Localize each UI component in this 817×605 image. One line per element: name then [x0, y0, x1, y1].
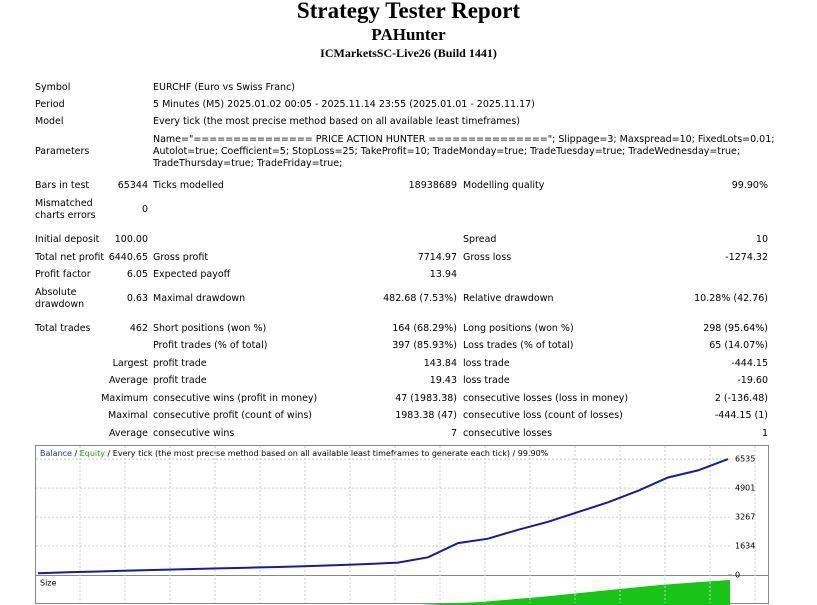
- y-tick-label: 4901: [735, 484, 755, 493]
- field-value: EURCHF (Euro vs Swiss Franc): [153, 82, 296, 93]
- stat-label: Expected payoff: [153, 269, 231, 280]
- stat-label: profit trade: [153, 358, 207, 369]
- stat-value: 298 (95.64%): [703, 323, 768, 334]
- field-label: Model: [35, 116, 64, 127]
- stat-label: Modelling quality: [463, 180, 545, 191]
- size-label: Size: [40, 579, 57, 588]
- stat-value: 1983.38 (47): [395, 410, 457, 421]
- stat-value: Average: [108, 375, 148, 386]
- stat-label: loss trade: [463, 358, 510, 369]
- y-tick-label: 3267: [735, 513, 755, 522]
- stat-value: 2 (-136.48): [714, 393, 768, 404]
- stat-label: consecutive wins: [153, 428, 235, 439]
- legend-balance: Balance: [40, 449, 72, 458]
- stat-value: -444.15: [731, 358, 768, 369]
- stat-value: 18938689: [408, 180, 457, 191]
- legend-separator: /: [74, 449, 77, 458]
- field-value: 5 Minutes (M5) 2025.01.02 00:05 - 2025.1…: [153, 99, 535, 110]
- stat-label: Ticks modelled: [153, 180, 224, 191]
- y-tick-label: 0: [735, 571, 740, 580]
- stat-label: Short positions (won %): [153, 323, 267, 334]
- y-tick-label: 6535: [735, 455, 755, 464]
- balance-line: [37, 458, 729, 575]
- balance-chart: Size Balance / Equity / Every tick (the …: [35, 445, 769, 605]
- stat-label: Profit trades (% of total): [153, 340, 268, 351]
- stat-label: consecutive loss (count of losses): [463, 410, 623, 421]
- stat-value: 99.90%: [731, 180, 768, 191]
- size-bars: [420, 580, 730, 605]
- parameter-line: Name="=============== PRICE ACTION HUNTE…: [153, 134, 775, 145]
- stat-value: 482.68 (7.53%): [383, 293, 457, 304]
- stat-value: -444.15 (1): [714, 410, 768, 421]
- server-name: ICMarketsSC-Live26 (Build 1441): [320, 46, 497, 60]
- stat-value: 100.00: [114, 234, 148, 245]
- report-title: Strategy Tester Report: [296, 0, 521, 23]
- chart-legend: Balance / Equity / Every tick (the most …: [40, 449, 549, 458]
- stat-label: Bars in test: [35, 180, 90, 191]
- stat-value: 462: [129, 323, 148, 334]
- stat-label: Mismatched charts errors: [35, 198, 96, 221]
- stat-label: consecutive profit (count of wins): [153, 410, 313, 421]
- stat-label: Total net profit: [35, 252, 105, 263]
- stat-value: 19.43: [429, 375, 457, 386]
- stat-label: consecutive wins (profit in money): [153, 393, 318, 404]
- field-label: Period: [35, 99, 65, 110]
- chart-frame: [35, 445, 769, 604]
- legend-text: / Every tick (the most precise method ba…: [108, 449, 549, 458]
- stat-label: Spread: [463, 234, 497, 245]
- stat-value: 13.94: [429, 269, 457, 280]
- stat-label: Profit factor: [35, 269, 91, 280]
- stat-label: Long positions (won %): [463, 323, 574, 334]
- stat-label: consecutive losses: [463, 428, 553, 439]
- stat-label: Gross profit: [153, 252, 209, 263]
- field-value: Every tick (the most precise method base…: [153, 116, 521, 127]
- field-label: Symbol: [35, 82, 71, 93]
- parameter-line: TradeThursday=true; TradeFriday=true;: [153, 158, 343, 169]
- stat-value: -1274.32: [725, 252, 768, 263]
- stat-label: loss trade: [463, 375, 510, 386]
- stat-value: 7: [450, 428, 457, 439]
- stat-value: Maximal: [108, 410, 148, 421]
- stat-value: Largest: [112, 358, 148, 369]
- stat-value: 0.63: [126, 293, 148, 304]
- legend-equity: Equity: [80, 449, 106, 458]
- stat-label: Total trades: [35, 323, 91, 334]
- stat-label: Absolute drawdown: [35, 287, 85, 310]
- stat-value: 10: [755, 234, 768, 245]
- stat-label: Initial deposit: [35, 234, 100, 245]
- stat-value: 65344: [117, 180, 148, 191]
- stat-label: Loss trades (% of total): [463, 340, 574, 351]
- stat-value: 397 (85.93%): [392, 340, 457, 351]
- stat-value: 6.05: [126, 269, 148, 280]
- stat-value: Maximum: [101, 393, 148, 404]
- stat-label: consecutive losses (loss in money): [463, 393, 629, 404]
- expert-name: PAHunter: [371, 25, 446, 44]
- stat-label: Gross loss: [463, 252, 512, 263]
- stat-value: -19.60: [737, 375, 768, 386]
- stat-value: 1: [761, 428, 768, 439]
- stat-value: 7714.97: [417, 252, 457, 263]
- y-tick-label: 1634: [735, 542, 755, 551]
- stat-label: profit trade: [153, 375, 207, 386]
- stat-value: Average: [108, 428, 148, 439]
- field-label: Parameters: [35, 146, 90, 157]
- stat-value: 65 (14.07%): [709, 340, 768, 351]
- stat-value: 10.28% (42.76): [694, 293, 768, 304]
- stat-value: 47 (1983.38): [395, 393, 457, 404]
- stat-value: 0: [141, 204, 148, 215]
- stat-value: 143.84: [423, 358, 457, 369]
- stat-label: Maximal drawdown: [153, 293, 246, 304]
- stat-value: 6440.65: [108, 252, 148, 263]
- parameter-line: Autolot=true; Coefficient=5; StopLoss=25…: [153, 146, 741, 157]
- stat-label: Relative drawdown: [463, 293, 554, 304]
- stat-value: 164 (68.29%): [392, 323, 457, 334]
